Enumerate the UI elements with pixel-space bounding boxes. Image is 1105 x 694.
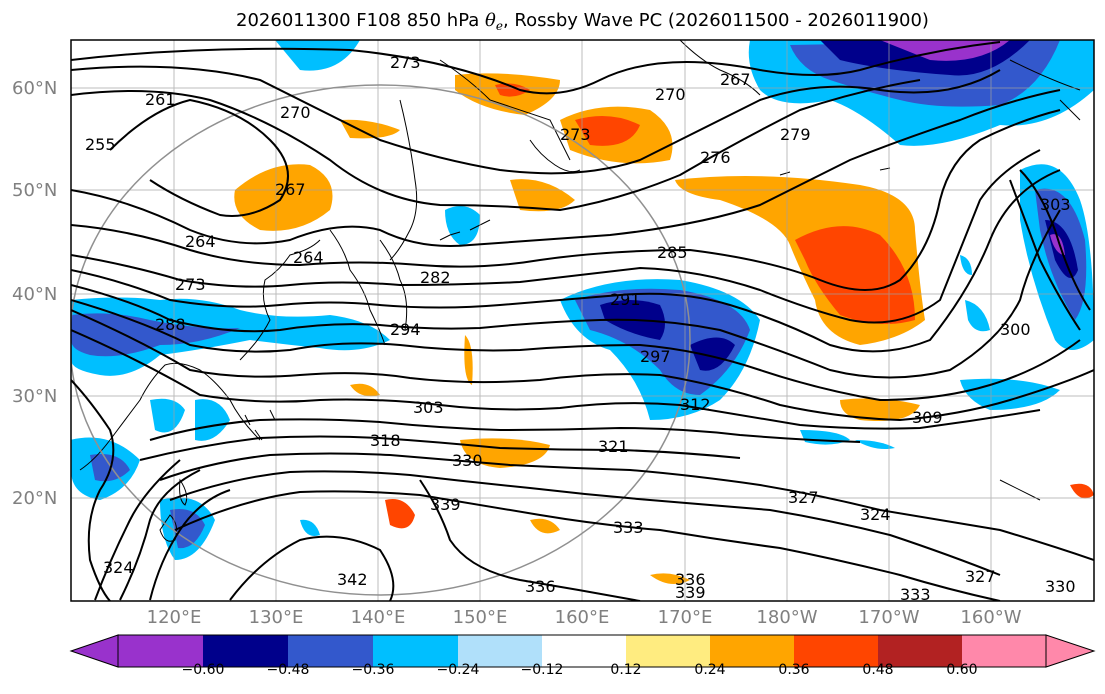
title-theta: θ (485, 10, 496, 31)
colorbar-bin (878, 635, 962, 667)
colorbar-high-extend (1045, 634, 1096, 668)
contour-label: 312 (680, 395, 711, 414)
colorbar-tick-label: 0.24 (694, 662, 726, 678)
lat-label: 30°N (12, 386, 58, 407)
colorbar-bin (542, 635, 626, 667)
contour-label: 255 (85, 135, 116, 154)
colorbar-tick-label: 0.12 (610, 662, 642, 678)
colorbar-bin (626, 635, 710, 667)
contour-label: 264 (185, 232, 216, 251)
contour-labels: 273 267 270 261 270 255 267 273 276 279 … (85, 53, 1076, 604)
colorbar-tick-label: −0.12 (520, 662, 564, 678)
lon-label: 160°W (960, 607, 1022, 628)
contour-label: 300 (1000, 320, 1031, 339)
shading-positive (234, 73, 1094, 584)
contour-label: 303 (413, 398, 444, 417)
colorbar-bin (118, 635, 203, 667)
contour-label: 261 (145, 90, 176, 109)
shading-negative (71, 40, 1094, 560)
title-suffix: , Rossby Wave PC (2026011500 - 202601190… (502, 10, 929, 31)
lat-label: 40°N (12, 284, 58, 305)
colorbar-tick-label: 0.36 (778, 662, 810, 678)
lat-label: 60°N (12, 78, 58, 99)
contour-label: 327 (788, 488, 819, 507)
contour-label: 327 (965, 567, 996, 586)
lon-label: 160°E (554, 607, 610, 628)
contour-label: 270 (280, 103, 311, 122)
colorbar-bin (288, 635, 373, 667)
contour-label: 288 (155, 315, 186, 334)
contour-label: 336 (675, 570, 706, 589)
contour-label: 309 (912, 408, 943, 427)
map-panel: 273 267 270 261 270 255 267 273 276 279 … (71, 40, 1094, 604)
contour-label: 297 (640, 347, 671, 366)
colorbar-bin (203, 635, 288, 667)
contour-label: 282 (420, 268, 451, 287)
colorbar-tick-label: −0.36 (351, 662, 395, 678)
contour-label: 294 (390, 320, 421, 339)
colorbar-tick-label: −0.48 (266, 662, 310, 678)
lon-label: 130°E (248, 607, 304, 628)
range-ring (71, 84, 691, 596)
colorbar-bin (962, 635, 1046, 667)
lon-label: 120°E (146, 607, 202, 628)
lon-label: 140°E (350, 607, 406, 628)
title-theta-subscript: e (495, 19, 503, 33)
map-frame (70, 39, 1095, 602)
colorbar-low-extend (69, 634, 119, 668)
contour-label: 330 (452, 451, 483, 470)
lon-label: 180°W (756, 607, 818, 628)
contour-label: 267 (275, 180, 306, 199)
colorbar-tick-label: 0.48 (862, 662, 894, 678)
contour-label: 333 (900, 585, 931, 604)
contour-label: 342 (337, 570, 368, 589)
contour-label: 264 (293, 248, 324, 267)
title-prefix: 2026011300 F108 850 hPa (236, 10, 485, 31)
contour-label: 324 (103, 558, 134, 577)
contour-label: 303 (1040, 195, 1071, 214)
lon-label: 170°E (657, 607, 713, 628)
colorbar-tick-label: 0.60 (946, 662, 978, 678)
contour-label: 273 (560, 125, 591, 144)
colorbar (69, 634, 1096, 668)
contour-label: 270 (655, 85, 686, 104)
lon-label: 150°E (452, 607, 508, 628)
colorbar-tick-label: −0.24 (436, 662, 480, 678)
colorbar-tick-label: −0.60 (181, 662, 225, 678)
contour-label: 276 (700, 148, 731, 167)
lon-label: 170°W (858, 607, 920, 628)
contour-label: 333 (613, 518, 644, 537)
map-title: 2026011300 F108 850 hPa θe, Rossby Wave … (0, 10, 1105, 33)
theta-e-contours (71, 41, 1094, 601)
contour-label: 267 (720, 70, 751, 89)
contour-label: 321 (598, 437, 629, 456)
colorbar-bin (794, 635, 878, 667)
contour-label: 336 (525, 577, 556, 596)
contour-label: 279 (780, 125, 811, 144)
contour-label: 285 (657, 243, 688, 262)
contour-label: 339 (430, 495, 461, 514)
contour-label: 291 (610, 290, 641, 309)
contour-label: 273 (175, 275, 206, 294)
colorbar-bin (458, 635, 542, 667)
contour-label: 339 (675, 583, 706, 602)
lat-label: 20°N (12, 488, 58, 509)
gridlines (71, 40, 1094, 601)
contour-label: 273 (390, 53, 421, 72)
colorbar-bin (710, 635, 794, 667)
colorbar-bin (373, 635, 458, 667)
contour-label: 324 (860, 505, 891, 524)
contour-label: 318 (370, 431, 401, 450)
lat-label: 50°N (12, 180, 58, 201)
contour-label: 330 (1045, 577, 1076, 596)
